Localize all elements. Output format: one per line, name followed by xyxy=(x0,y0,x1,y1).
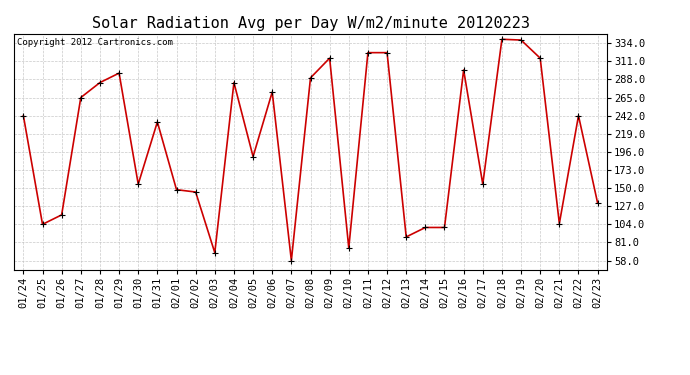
Text: Copyright 2012 Cartronics.com: Copyright 2012 Cartronics.com xyxy=(17,39,172,48)
Title: Solar Radiation Avg per Day W/m2/minute 20120223: Solar Radiation Avg per Day W/m2/minute … xyxy=(92,16,529,31)
